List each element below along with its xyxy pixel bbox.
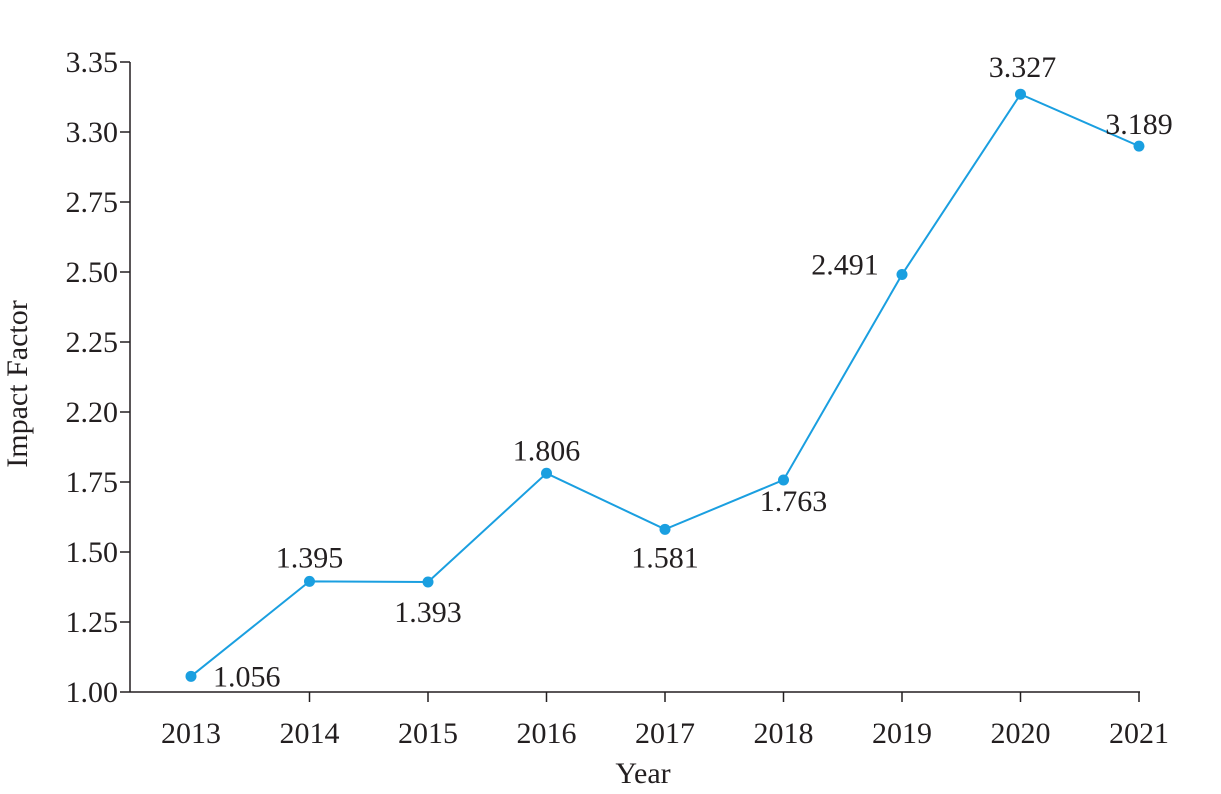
- x-ticks: 2013 2014 2015 2016 2017 2018 2019 2020 2021: [161, 692, 1169, 750]
- y-tick-label: 2.20: [66, 396, 119, 429]
- y-tick-label: 1.50: [66, 536, 119, 569]
- data-label: 1.393: [394, 596, 462, 629]
- data-point: [1015, 88, 1026, 100]
- x-tick-label: 2013: [161, 717, 221, 750]
- y-ticks: 1.00 1.25 1.50 1.75 2.20 2.25 2.50 2.75 3.30 3.35: [66, 46, 130, 709]
- data-point: [422, 576, 434, 588]
- data-label: 2.491: [811, 249, 879, 282]
- data-point: [541, 467, 552, 479]
- x-tick-label: 2021: [1109, 717, 1169, 750]
- data-point: [659, 523, 671, 535]
- data-point: [778, 474, 789, 486]
- data-label: 3.189: [1105, 108, 1173, 141]
- data-label: 1.581: [631, 541, 699, 574]
- x-tick-label: 2014: [280, 717, 340, 750]
- y-tick-label: 3.30: [66, 116, 119, 149]
- y-tick-label: 1.75: [66, 466, 119, 499]
- data-point: [185, 670, 197, 682]
- x-axis-title: Year: [615, 757, 670, 790]
- axes: [129, 62, 1140, 693]
- x-tick-label: 2020: [991, 717, 1051, 750]
- y-tick-label: 3.35: [66, 46, 119, 79]
- data-labels: 1.056 1.395 1.393 1.806 1.581 1.763 2.491 3.327…: [213, 51, 1173, 693]
- data-label: 1.056: [213, 660, 281, 693]
- x-tick-label: 2016: [517, 717, 577, 750]
- y-axis-title: Impact Factor: [1, 300, 34, 467]
- data-point: [304, 575, 315, 587]
- data-point: [1133, 140, 1145, 152]
- series: [185, 88, 1145, 682]
- data-label: 3.327: [989, 51, 1057, 84]
- y-tick-label: 2.50: [66, 256, 119, 289]
- data-point: [896, 269, 908, 281]
- data-label: 1.806: [513, 434, 581, 467]
- y-tick-label: 2.25: [66, 326, 119, 359]
- y-tick-label: 1.00: [66, 676, 119, 709]
- y-tick-label: 1.25: [66, 606, 119, 639]
- x-tick-label: 2018: [754, 717, 814, 750]
- x-tick-label: 2017: [635, 717, 695, 750]
- data-label: 1.763: [760, 485, 828, 518]
- x-tick-label: 2019: [872, 717, 932, 750]
- x-tick-label: 2015: [398, 717, 458, 750]
- data-label: 1.395: [276, 541, 344, 574]
- y-tick-label: 2.75: [66, 186, 119, 219]
- series-line: [190, 92, 1140, 678]
